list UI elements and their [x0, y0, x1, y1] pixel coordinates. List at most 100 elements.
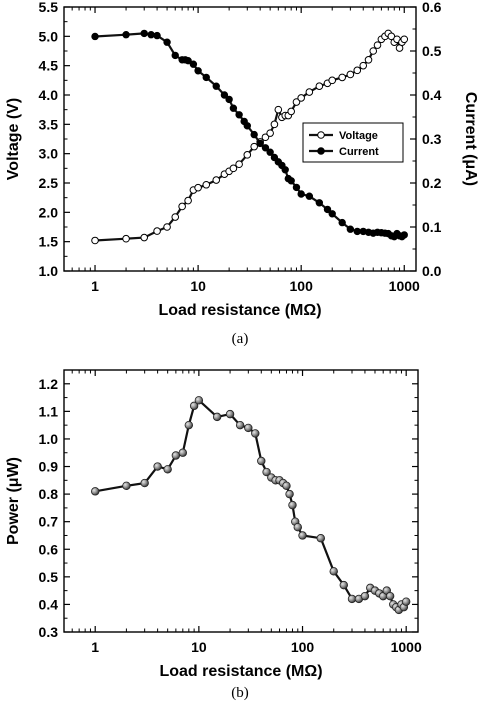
y-tick-label: 1.5 — [39, 234, 59, 250]
power-data-point — [189, 401, 199, 411]
current-data-point — [163, 38, 171, 46]
legend-marker-current — [317, 147, 325, 155]
y-tick-label: 1.0 — [39, 263, 59, 279]
voltage-data-point — [261, 133, 270, 142]
y2-tick-label: 0.3 — [422, 131, 442, 147]
power-data-point — [285, 489, 294, 499]
current-data-point — [153, 31, 161, 40]
voltage-data-point — [297, 94, 305, 102]
voltage-data-point — [266, 129, 274, 137]
power-data-point — [225, 409, 235, 419]
power-data-point — [153, 462, 162, 471]
y-tick-label: 0.6 — [39, 541, 59, 557]
power-data-point — [140, 478, 149, 488]
voltage-data-point — [359, 61, 368, 70]
current-data-point — [266, 148, 274, 156]
voltage-data-point — [153, 227, 161, 235]
power-data-point — [401, 597, 411, 606]
y-tick-label: 5.5 — [39, 0, 59, 15]
y-tick-label: 1.1 — [39, 403, 59, 419]
voltage-data-point — [315, 82, 324, 90]
y2-tick-label: 0.4 — [422, 87, 442, 103]
power-data-point — [298, 531, 307, 540]
voltage-data-point — [122, 234, 130, 243]
power-data-point — [293, 523, 302, 532]
y2-axis-label: Current (μA) — [462, 92, 479, 186]
power-data-point — [91, 487, 100, 496]
voltage-data-point — [274, 105, 283, 114]
x-axis-label: Load resistance (MΩ) — [158, 302, 321, 319]
y2-tick-label: 0.6 — [422, 0, 442, 15]
y-tick-label: 0.4 — [39, 596, 59, 612]
power-data-point — [282, 481, 291, 491]
current-data-point — [328, 210, 336, 218]
x-tick-label: 10 — [190, 278, 206, 294]
y-tick-label: 4.0 — [39, 87, 59, 103]
legend-label-current: Current — [339, 146, 379, 158]
chart-panel-a: 1 10 100 1000 1.0 1.5 2.0 2.5 3.0 3.5 4.0 4.5 5.0 5.5… — [5, 0, 479, 347]
current-data-point — [147, 31, 155, 39]
panel-caption: (b) — [231, 685, 249, 701]
power-data-point — [244, 423, 253, 433]
y-tick-label: 4.5 — [39, 58, 59, 74]
x-tick-label: 1 — [91, 278, 99, 294]
chart-panel-b: 1 10 100 1000 0.3 0.4 0.5 0.6 0.7 0.8 0.9 1.0 1.1 1.2… — [5, 369, 422, 701]
x-tick-label: 100 — [291, 639, 315, 655]
y2-tick-label: 0.2 — [422, 175, 442, 191]
voltage-data-point — [353, 66, 362, 75]
current-data-point — [225, 95, 233, 104]
voltage-data-point — [373, 41, 382, 49]
x-tick-label: 100 — [290, 278, 314, 294]
x-tick-label: 1 — [91, 639, 99, 655]
power-data-point — [360, 591, 370, 601]
voltage-data-point — [287, 107, 295, 116]
power-series-line — [95, 398, 408, 612]
current-data-point — [287, 177, 295, 185]
x-tick-label: 1000 — [391, 639, 422, 655]
voltage-data-point — [202, 180, 211, 189]
current-data-point — [305, 192, 314, 200]
voltage-data-point — [212, 176, 221, 184]
power-data-point — [288, 500, 297, 510]
power-data-point — [122, 481, 131, 491]
x-axis-label: Load resistance (MΩ) — [159, 663, 322, 680]
y-axis-label: Voltage (V) — [5, 98, 22, 180]
y-tick-label: 2.0 — [39, 204, 59, 220]
power-data-point — [316, 534, 325, 543]
power-data-point — [184, 420, 194, 430]
current-data-point — [220, 91, 229, 99]
current-data-point — [315, 199, 324, 207]
voltage-data-point — [338, 73, 346, 82]
voltage-data-point — [328, 76, 337, 85]
current-data-point — [212, 82, 220, 90]
current-data-point — [140, 29, 148, 38]
current-data-point — [171, 51, 179, 60]
current-data-point — [194, 67, 202, 75]
y-tick-label: 0.7 — [39, 514, 59, 530]
current-data-point — [184, 56, 192, 65]
voltage-data-point — [235, 160, 243, 169]
x-tick-label: 1000 — [389, 278, 420, 294]
legend-box — [302, 122, 404, 163]
power-data-point — [178, 448, 188, 457]
y-tick-label: 1.2 — [39, 376, 59, 392]
y2-tick-label: 0.5 — [422, 43, 442, 59]
voltage-data-point — [163, 223, 171, 231]
current-data-point — [297, 190, 305, 198]
current-data-point — [243, 122, 251, 130]
current-data-point — [261, 144, 270, 152]
power-data-point — [347, 594, 357, 604]
voltage-data-point — [243, 151, 252, 159]
voltage-data-point — [194, 183, 202, 192]
y-tick-label: 0.3 — [39, 624, 59, 640]
current-data-point — [229, 104, 238, 112]
current-data-point — [250, 130, 258, 139]
power-data-point — [163, 465, 172, 474]
voltage-data-point — [292, 98, 301, 106]
voltage-data-point — [140, 233, 149, 242]
power-data-point — [251, 429, 260, 438]
voltage-data-point — [171, 213, 180, 221]
plot-frame — [63, 369, 419, 633]
y-tick-label: 1.0 — [39, 431, 59, 447]
